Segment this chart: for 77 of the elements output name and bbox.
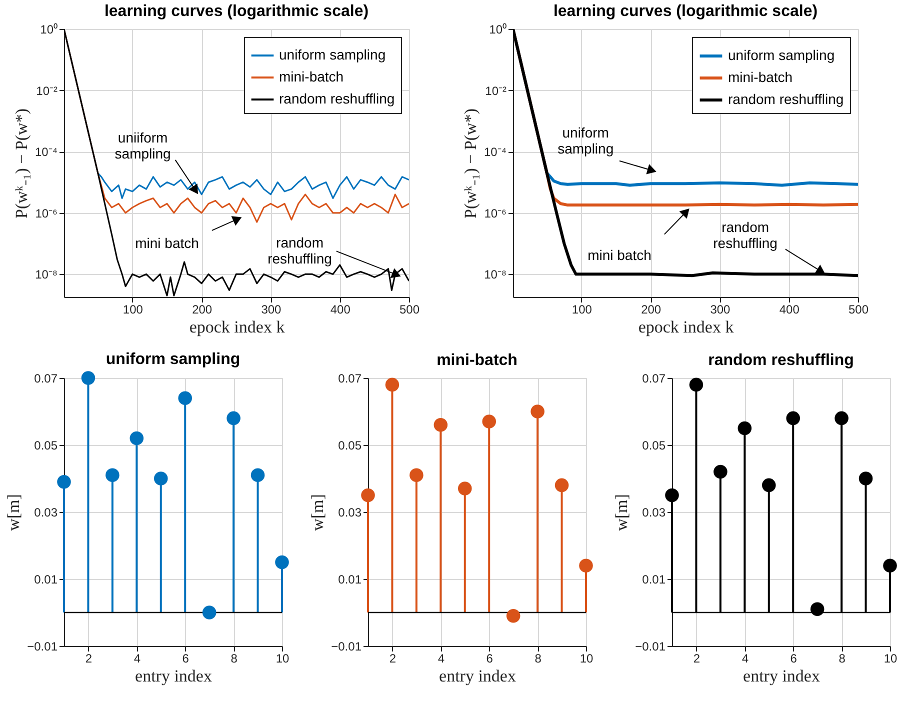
y-tick-label: −0.01 bbox=[331, 640, 362, 654]
y-tick-label: 0.05 bbox=[34, 438, 58, 452]
legend-label: random reshuffling bbox=[728, 91, 844, 107]
x-tick-label: 500 bbox=[848, 302, 869, 316]
y-tick-label: 0.01 bbox=[338, 572, 362, 586]
x-axis-title: entry index bbox=[439, 666, 516, 686]
x-axis-title: epock index k bbox=[638, 318, 734, 336]
y-tick-label: 10⁻⁴ bbox=[34, 145, 58, 160]
y-tick-label: 10⁻⁸ bbox=[484, 268, 506, 282]
x-tick-label: 4 bbox=[438, 652, 445, 666]
x-tick-label: 6 bbox=[790, 652, 798, 666]
annotation: random reshuffling bbox=[713, 218, 778, 251]
legend-label: uniform sampling bbox=[279, 46, 386, 62]
y-tick-label: −0.01 bbox=[635, 640, 666, 654]
x-axis-title: entry index bbox=[135, 666, 212, 686]
x-tick-label: 6 bbox=[182, 652, 190, 666]
y-tick-label: 10⁻⁴ bbox=[484, 145, 506, 160]
legend-label: mini-batch bbox=[728, 69, 793, 85]
y-axis-title: P(wᵏ₋₁) − P(w*) bbox=[460, 108, 480, 218]
chart-title: uniform sampling bbox=[106, 351, 240, 368]
x-axis-title: epock index k bbox=[189, 318, 286, 336]
x-tick-label: 400 bbox=[779, 302, 800, 316]
x-tick-label: 2 bbox=[693, 652, 700, 666]
annotation: random reshuffling bbox=[268, 234, 332, 267]
y-tick-label: 0.07 bbox=[34, 372, 58, 386]
y-tick-label: 0.03 bbox=[642, 506, 666, 520]
x-tick-label: 300 bbox=[261, 302, 282, 316]
y-axis-title: w[m] bbox=[308, 494, 328, 531]
y-tick-label: 10⁻² bbox=[485, 84, 507, 98]
y-tick-label: 0.05 bbox=[338, 438, 362, 452]
chart-title: mini-batch bbox=[436, 352, 518, 369]
y-tick-label: 10⁰ bbox=[40, 22, 58, 36]
y-tick-label: 0.01 bbox=[642, 572, 666, 586]
annotation: uniform sampling bbox=[558, 124, 614, 156]
x-tick-label: 100 bbox=[572, 302, 592, 316]
y-tick-label: 0.05 bbox=[642, 438, 666, 452]
y-tick-label: 10⁻⁶ bbox=[35, 206, 58, 220]
x-tick-label: 300 bbox=[710, 302, 731, 316]
x-tick-label: 10 bbox=[276, 652, 290, 666]
y-tick-label: 0.07 bbox=[642, 372, 666, 386]
y-axis-title: P(wᵏ₋₁) − P(w*) bbox=[12, 108, 31, 218]
x-tick-label: 4 bbox=[134, 652, 141, 666]
chart-title: random reshuffling bbox=[708, 352, 854, 369]
x-tick-label: 8 bbox=[230, 652, 238, 666]
chart-title: learning curves (logarithmic scale) bbox=[104, 3, 369, 20]
y-tick-label: 0.07 bbox=[338, 372, 362, 386]
y-tick-label: 0.03 bbox=[34, 506, 58, 520]
x-tick-label: 4 bbox=[742, 652, 749, 666]
y-tick-label: 10⁻⁶ bbox=[484, 206, 507, 220]
annotation: uniiform sampling bbox=[114, 129, 171, 162]
x-tick-label: 8 bbox=[838, 652, 846, 666]
x-tick-label: 6 bbox=[486, 652, 494, 666]
legend-label: random reshuffling bbox=[279, 90, 395, 106]
x-tick-label: 2 bbox=[389, 652, 396, 666]
x-axis-title: entry index bbox=[743, 666, 820, 686]
y-tick-label: 0.03 bbox=[338, 506, 362, 520]
x-tick-label: 100 bbox=[122, 302, 144, 316]
y-axis-title: w[m] bbox=[4, 494, 24, 531]
y-tick-label: 0.01 bbox=[34, 572, 58, 586]
annotation: mini batch bbox=[588, 246, 652, 263]
y-tick-label: 10⁰ bbox=[489, 22, 506, 36]
x-tick-label: 8 bbox=[534, 652, 542, 666]
x-tick-label: 10 bbox=[580, 652, 594, 666]
x-tick-label: 10 bbox=[884, 652, 898, 666]
y-tick-label: 10⁻² bbox=[36, 84, 58, 98]
x-tick-label: 400 bbox=[330, 302, 351, 316]
x-tick-label: 200 bbox=[641, 302, 662, 316]
x-tick-label: 500 bbox=[399, 302, 420, 316]
legend-label: mini-batch bbox=[279, 68, 344, 84]
y-axis-title: w[m] bbox=[612, 494, 632, 531]
chart-title: learning curves (logarithmic scale) bbox=[553, 3, 818, 20]
y-tick-label: −0.01 bbox=[27, 640, 58, 654]
x-tick-label: 2 bbox=[85, 652, 92, 666]
y-tick-label: 10⁻⁸ bbox=[35, 268, 58, 282]
x-tick-label: 200 bbox=[192, 302, 212, 316]
legend-label: uniform sampling bbox=[728, 47, 835, 63]
annotation: mini batch bbox=[135, 235, 199, 252]
